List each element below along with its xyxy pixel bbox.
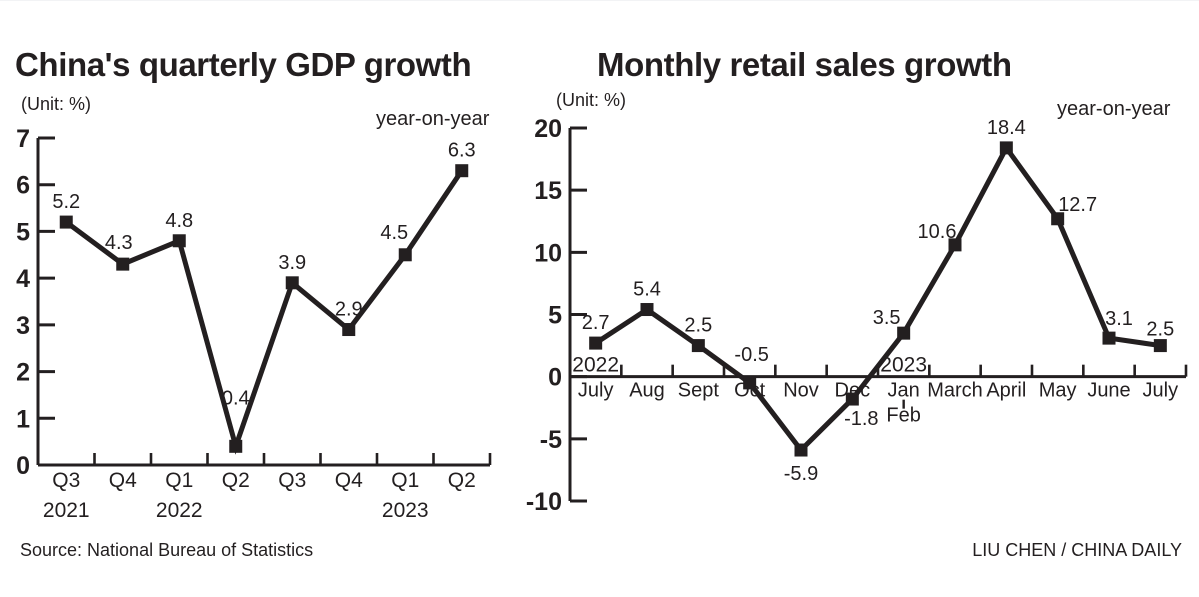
data-point bbox=[1153, 339, 1167, 353]
year-label: 2022 bbox=[572, 354, 619, 377]
data-point bbox=[897, 326, 911, 340]
data-label: 6.3 bbox=[448, 140, 476, 162]
x-tick-label: April bbox=[986, 380, 1026, 402]
y-tick-label: 0 bbox=[548, 364, 562, 392]
data-label: -5.9 bbox=[784, 463, 818, 485]
data-label: -1.8 bbox=[844, 408, 878, 430]
data-label: 4.5 bbox=[380, 222, 408, 244]
data-label: 10.6 bbox=[918, 221, 957, 243]
data-point bbox=[640, 303, 654, 317]
data-label: 2.9 bbox=[335, 299, 363, 321]
data-point bbox=[1051, 212, 1065, 226]
data-point bbox=[999, 141, 1013, 155]
x-tick-label: Q3 bbox=[52, 469, 80, 492]
x-tick-label: Q2 bbox=[222, 469, 250, 492]
x-tick-label: Aug bbox=[629, 380, 665, 402]
retail-legend-label: year-on-year bbox=[1057, 98, 1171, 120]
y-tick-label: 20 bbox=[534, 115, 562, 143]
x-tick-label: May bbox=[1039, 380, 1077, 402]
x-tick-label: Nov bbox=[783, 380, 819, 402]
data-label: 18.4 bbox=[987, 117, 1026, 139]
y-tick-label: 5 bbox=[548, 302, 562, 330]
retail-chart-title: Monthly retail sales growth bbox=[597, 46, 1012, 83]
source-text: Source: National Bureau of Statistics bbox=[20, 540, 314, 560]
retail-unit-label: (Unit: %) bbox=[556, 90, 627, 110]
y-tick-label: 0 bbox=[16, 452, 30, 480]
y-tick-label: 4 bbox=[16, 265, 30, 293]
data-point bbox=[1102, 331, 1116, 345]
x-tick-label: Q4 bbox=[109, 469, 137, 492]
x-tick-label: Sept bbox=[678, 380, 720, 402]
x-tick-label: Q1 bbox=[165, 469, 193, 492]
credit-text: LIU CHEN / CHINA DAILY bbox=[972, 540, 1182, 560]
data-point bbox=[116, 257, 130, 271]
data-label: -0.5 bbox=[734, 344, 768, 366]
y-tick-label: 3 bbox=[16, 312, 30, 340]
data-label: 2.5 bbox=[1146, 319, 1174, 341]
data-label: 3.1 bbox=[1105, 308, 1133, 330]
x-tick-label: July bbox=[578, 380, 614, 402]
gdp-chart-title: China's quarterly GDP growth bbox=[15, 46, 472, 83]
y-tick-label: 2 bbox=[16, 359, 30, 387]
data-label: 2.7 bbox=[582, 312, 610, 334]
data-point bbox=[59, 215, 73, 229]
data-label: 3.5 bbox=[873, 307, 901, 329]
data-label: 0.4 bbox=[222, 387, 250, 409]
x-tick-label: June bbox=[1087, 380, 1130, 402]
data-point bbox=[845, 392, 859, 406]
year-label: 2021 bbox=[43, 499, 90, 522]
data-point bbox=[589, 336, 603, 350]
data-point bbox=[743, 376, 757, 390]
gdp-legend-label: year-on-year bbox=[376, 108, 490, 130]
data-point bbox=[342, 323, 356, 337]
y-tick-label: 7 bbox=[16, 125, 30, 153]
data-label: 5.4 bbox=[633, 279, 661, 301]
x-tick-label: Q3 bbox=[278, 469, 306, 492]
y-tick-label: 1 bbox=[16, 405, 30, 433]
data-label: 2.5 bbox=[684, 315, 712, 337]
year-label: 2022 bbox=[156, 499, 203, 522]
gdp-unit-label: (Unit: %) bbox=[21, 94, 92, 114]
year-label: 2023 bbox=[382, 499, 429, 522]
y-tick-label: -5 bbox=[540, 426, 562, 454]
y-tick-label: 10 bbox=[534, 239, 562, 267]
data-point bbox=[948, 238, 962, 252]
x-tick-label: Q2 bbox=[448, 469, 476, 492]
x-tick-label: Q4 bbox=[335, 469, 363, 492]
data-point bbox=[398, 248, 412, 262]
y-tick-label: 15 bbox=[534, 177, 562, 205]
y-tick-label: 6 bbox=[16, 172, 30, 200]
data-label: 4.8 bbox=[165, 210, 193, 232]
data-line bbox=[64, 169, 464, 455]
data-line bbox=[594, 143, 1161, 454]
y-tick-label: -10 bbox=[526, 488, 562, 516]
x-tick-label: March bbox=[927, 380, 983, 402]
x-tick-label: July bbox=[1143, 380, 1179, 402]
year-label: 2023 bbox=[880, 354, 927, 377]
x-tick-label: Jan bbox=[888, 380, 920, 402]
data-point bbox=[455, 164, 469, 178]
data-point bbox=[172, 234, 186, 248]
y-tick-label: 5 bbox=[16, 218, 30, 246]
data-point bbox=[285, 276, 299, 290]
x-tick-label: Q1 bbox=[391, 469, 419, 492]
x-tick-sub-label: Feb bbox=[886, 405, 920, 427]
data-point bbox=[229, 439, 243, 453]
data-label: 12.7 bbox=[1058, 194, 1097, 216]
data-point bbox=[794, 443, 808, 457]
data-label: 5.2 bbox=[52, 191, 80, 213]
data-label: 3.9 bbox=[278, 252, 306, 274]
data-point bbox=[691, 339, 705, 353]
data-label: 4.3 bbox=[105, 232, 133, 254]
